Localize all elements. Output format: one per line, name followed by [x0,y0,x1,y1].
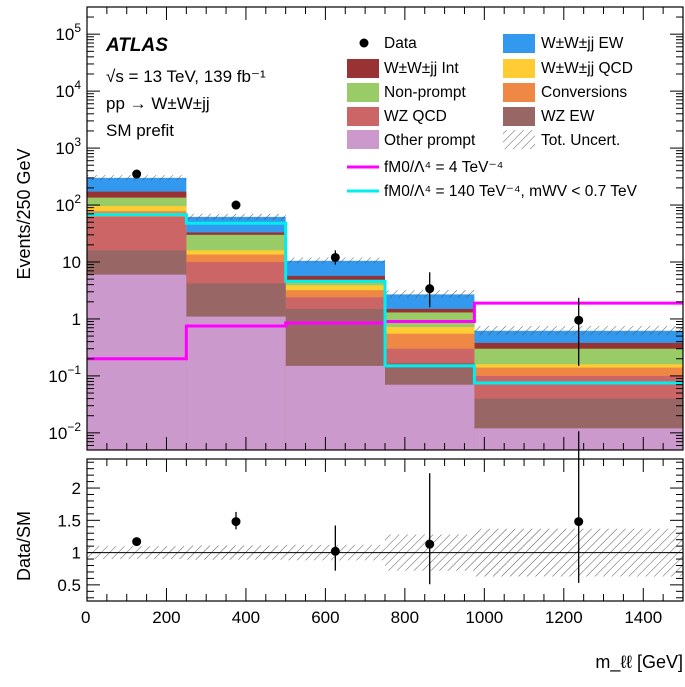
legend-fm0-140-label: fM0/Λ⁴ = 140 TeV⁻⁴, mWV < 0.7 TeV [384,183,638,200]
legend-wwjj-int-label: W±W±jj Int [384,60,459,77]
legend-wz-qcd-swatch [347,107,379,126]
y-tick-label: 102 [55,192,81,215]
legend-conversions-swatch [503,83,535,102]
y-tick-label: 104 [55,78,81,101]
x-tick-label: 800 [391,608,419,627]
data-point [425,284,435,294]
ratio-point [132,537,142,547]
legend-wwjj-int-swatch [347,59,379,78]
fit-label: SM prefit [106,121,174,140]
process-label: pp → W±W±jj [106,94,210,113]
ratio-point [231,517,241,527]
legend-wwjj-ew-label: W±W±jj EW [541,35,624,52]
y-tick-label: 1 [72,310,81,329]
main-plot-frame: 10−2 10−1 1 10 102 103 104 105 [48,6,684,451]
legend-wz-ew-swatch [503,107,535,126]
energy-lumi-label: √s = 13 TeV, 139 fb⁻¹ [106,67,266,86]
main-y-axis-label: Events/250 GeV [14,148,34,279]
y-tick-label: 103 [55,135,81,158]
x-tick-label: 200 [152,608,180,627]
stack-bar-other-prompt [87,274,187,450]
x-tick-label: 600 [311,608,339,627]
legend-tot-uncert-swatch [503,130,535,149]
legend-data-marker [359,38,369,48]
x-tick-label: 400 [232,608,260,627]
data-point [231,200,241,210]
bsm-line-fm0-4 [87,301,683,361]
y-tick-label: 10−1 [48,363,81,386]
ratio-y-tick-label: 1.5 [57,511,81,530]
ratio-y-tick-label: 2 [72,479,81,498]
stack-bar-other-prompt [186,316,286,450]
legend-wz-qcd-label: WZ QCD [384,108,447,125]
legend-non-prompt-swatch [347,83,379,102]
ratio-y-axis-label: Data/SM [14,511,34,581]
legend-non-prompt-label: Non-prompt [384,84,467,101]
legend-wz-ew-label: WZ EW [541,108,595,125]
bsm-line-fm0-140 [87,213,683,385]
main-stack-plot [87,169,683,451]
legend-conversions-label: Conversions [541,84,627,101]
x-tick-label: 1200 [545,608,583,627]
ratio-y-tick-label: 0.5 [57,576,81,595]
legend-wwjj-ew-swatch [503,34,535,53]
x-tick-label: 0 [81,608,90,627]
uncertainty-hatch [186,213,286,220]
y-tick-label: 10−2 [48,420,81,443]
data-point [330,252,340,262]
legend-other-prompt-label: Other prompt [384,132,476,149]
ratio-y-tick-label: 1 [72,544,81,563]
x-tick-label: 1000 [465,608,503,627]
legend-data-label: Data [384,35,417,52]
x-axis-label: m_ℓℓ [GeV] [595,652,683,673]
ratio-point [425,539,435,549]
ratio-plot: 0.5 1 1.5 2 0 200 400 600 800 1000 1200 1400 [57,431,684,627]
legend-fm0-4-label: fM0/Λ⁴ = 4 TeV⁻⁴ [384,159,503,176]
legend-wwjj-qcd-label: W±W±jj QCD [541,60,633,77]
data-point [132,169,142,179]
legend: Data W±W±jj Int Non-prompt WZ QCD Other … [347,34,638,200]
stack-bar-other-prompt [285,365,385,450]
atlas-label: ATLAS [105,35,168,56]
ratio-point [574,517,584,527]
stack-bar-other-prompt [385,384,475,450]
y-tick-label: 105 [55,21,81,44]
data-point [574,315,584,325]
x-tick-label: 1400 [624,608,662,627]
legend-other-prompt-swatch [347,130,379,149]
legend-tot-uncert-label: Tot. Uncert. [541,132,620,149]
ratio-point [330,546,340,556]
y-tick-label: 10 [62,253,81,272]
legend-wwjj-qcd-swatch [503,59,535,78]
